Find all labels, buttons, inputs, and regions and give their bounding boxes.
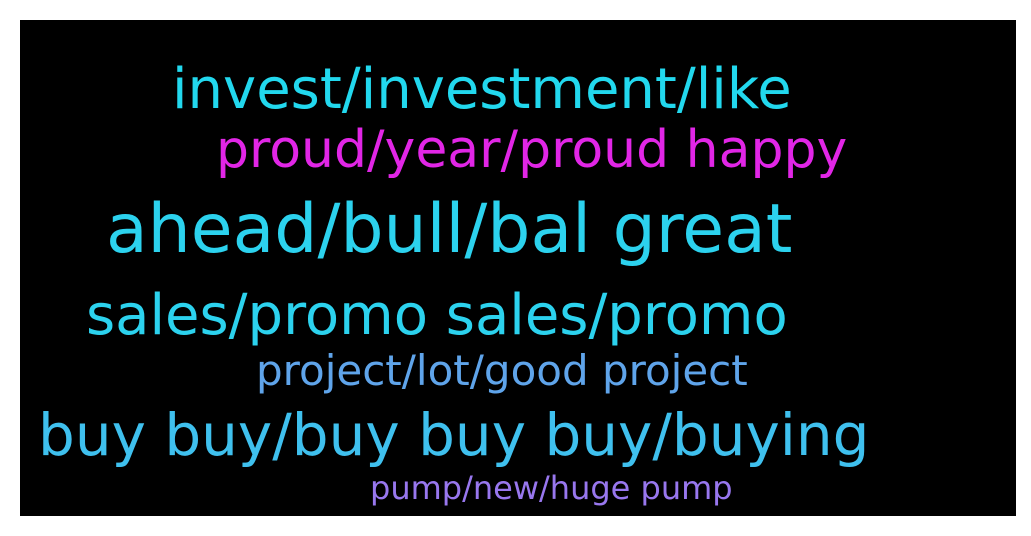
word-sales-promo: sales/promo sales/promo	[86, 283, 788, 348]
word-ahead-bull-bal-great: ahead/bull/bal great	[106, 190, 793, 269]
word-project-lot-good-project: project/lot/good project	[256, 346, 748, 395]
word-pump-new-huge-pump: pump/new/huge pump	[370, 469, 733, 507]
word-cloud-canvas: invest/investment/like proud/year/proud …	[20, 20, 1016, 516]
word-buy-buying: buy buy/buy buy buy/buying	[38, 401, 870, 469]
word-proud-year-proud-happy: proud/year/proud happy	[216, 120, 848, 180]
word-invest-investment-like: invest/investment/like	[172, 57, 792, 122]
